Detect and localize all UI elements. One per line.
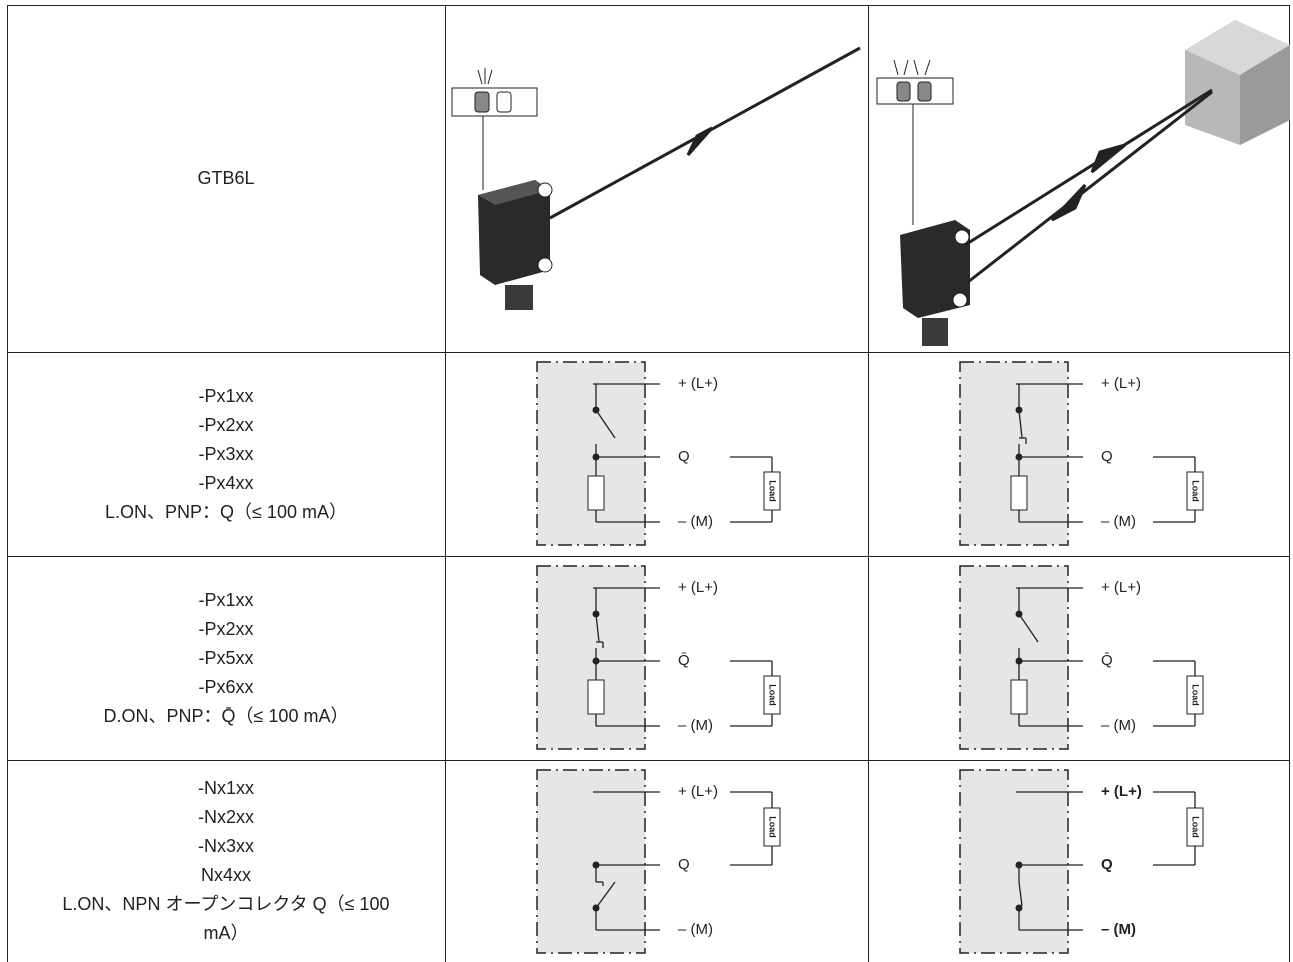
variant-line: L.ON、NPN オープンコレクタ Q（≤ 100 mA）: [62, 894, 390, 943]
housing: [959, 361, 1069, 546]
terminal-label: + (L+): [1101, 375, 1141, 392]
variant-line: L.ON、PNP：Q（≤ 100 mA）: [105, 501, 347, 522]
load-label: Load: [1191, 816, 1201, 838]
terminal-label: – (M): [678, 921, 713, 938]
terminal-label: Q: [678, 448, 690, 465]
model-cell: GTB6L: [7, 5, 445, 352]
terminal-label: + (L+): [678, 579, 718, 596]
wire: [1018, 409, 1023, 439]
housing: [536, 361, 646, 546]
terminal-label: Q̄: [678, 652, 690, 669]
variant-line: -Nx2xx: [197, 807, 254, 827]
variant-line: -Px1xx: [198, 385, 254, 406]
load: [1186, 675, 1204, 715]
load-label: Load: [768, 684, 778, 706]
circuit-diagram: + (L+) Q – (M) Load: [959, 769, 1204, 954]
terminal-label: – (M): [1101, 717, 1136, 734]
load: [1186, 471, 1204, 511]
load: [763, 807, 781, 847]
terminal-label: + (L+): [678, 375, 718, 392]
variant-line: -Px4xx: [198, 472, 254, 493]
wire: [595, 409, 616, 439]
wire: [1018, 613, 1039, 643]
variant-line: -Px5xx: [198, 647, 254, 668]
variant-line: -Px3xx: [198, 443, 254, 464]
terminal-label: + (L+): [1101, 783, 1142, 800]
terminal-label: – (M): [1101, 513, 1136, 530]
variant-line: -Nx3xx: [197, 836, 254, 856]
model-name: GTB6L: [197, 168, 255, 188]
resistor: [1010, 679, 1028, 715]
circuit-diagram: + (L+) Q – (M) Load: [536, 769, 781, 954]
table-grid: [7, 5, 1290, 962]
variant-line: -Px6xx: [198, 676, 254, 697]
model-variants: -Nx1xx -Nx2xx -Nx3xx Nx4xx L.ON、NPN オープンコレクタ…: [7, 760, 445, 962]
load: [1186, 807, 1204, 847]
wire: [1018, 881, 1023, 907]
terminal-label: – (M): [678, 717, 713, 734]
load: [763, 471, 781, 511]
variant-line: -Px1xx: [198, 589, 254, 610]
terminal-label: – (M): [1101, 921, 1136, 938]
resistor: [1010, 475, 1028, 511]
load-label: Load: [768, 480, 778, 502]
variant-line: -Px2xx: [198, 618, 254, 639]
load-label: Load: [1191, 684, 1201, 706]
variant-line: Nx4xx: [200, 865, 251, 885]
terminal-label: Q: [678, 856, 690, 873]
circuit-diagram: + (L+) Q – (M) Load: [959, 361, 1204, 546]
variant-line: D.ON、PNP：Q̄（≤ 100 mA）: [103, 705, 349, 726]
model-variants: -Px1xx -Px2xx -Px5xx -Px6xx D.ON、PNP：Q̄（≤ 10…: [7, 556, 445, 760]
variant-line: -Nx1xx: [197, 778, 254, 798]
variant-line: -Px2xx: [198, 414, 254, 435]
terminal-label: Q: [1101, 856, 1113, 873]
housing: [959, 565, 1069, 750]
circuit-diagram: + (L+) Q̄ – (M) Load: [536, 565, 781, 750]
resistor: [587, 679, 605, 715]
terminal-label: Q: [1101, 448, 1113, 465]
housing: [536, 565, 646, 750]
housing: [536, 769, 646, 954]
circuit-diagram: + (L+) Q – (M) Load: [536, 361, 781, 546]
model-variants: -Px1xx -Px2xx -Px3xx -Px4xx L.ON、PNP：Q（≤ 100…: [7, 352, 445, 556]
load-label: Load: [768, 816, 778, 838]
terminal-label: Q̄: [1101, 652, 1113, 669]
wire: [595, 881, 616, 909]
terminal-label: – (M): [678, 513, 713, 530]
wire: [595, 613, 600, 643]
housing: [959, 769, 1069, 954]
load-label: Load: [1191, 480, 1201, 502]
circuit-diagram: + (L+) Q̄ – (M) Load: [959, 565, 1204, 750]
sensor-illustration: [451, 46, 861, 310]
terminal-label: + (L+): [678, 783, 718, 800]
terminal-label: + (L+): [1101, 579, 1141, 596]
resistor: [587, 475, 605, 511]
load: [763, 675, 781, 715]
sensor-illustration: [876, 20, 1290, 346]
